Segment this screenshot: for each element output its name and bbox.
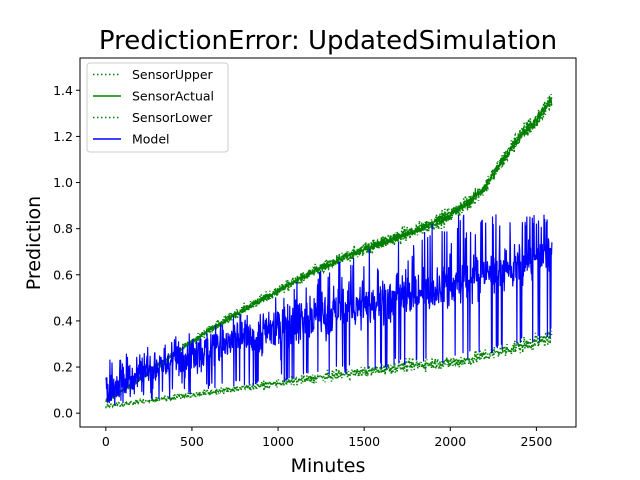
y-tick-label: 0.8: [53, 221, 73, 236]
y-tick-label: 0.4: [53, 313, 73, 328]
legend-entry: SensorActual: [132, 89, 214, 104]
y-tick-label: 1.4: [53, 83, 73, 98]
plot-frame: [79, 57, 577, 428]
series-model: [105, 214, 553, 406]
y-axis-label: Prediction: [23, 196, 45, 290]
x-tick-label: 500: [180, 434, 204, 449]
legend-entry: Model: [132, 132, 170, 147]
x-tick-label: 2500: [520, 434, 552, 449]
x-tick-label: 1500: [348, 434, 380, 449]
series-sensor-lower: [105, 330, 553, 410]
legend-entry: SensorUpper: [132, 67, 214, 82]
y-tick-label: 0.2: [53, 360, 73, 375]
y-tick-label: 1.2: [53, 129, 73, 144]
x-tick-label: 0: [102, 434, 110, 449]
legend-box: [86, 62, 229, 153]
y-tick-label: 1.0: [53, 175, 73, 190]
y-tick-label: 0.0: [53, 406, 73, 421]
chart-title: PredictionError: UpdatedSimulation: [99, 26, 557, 56]
series-layer: [105, 94, 553, 410]
x-axis: 0 500 1000 1500 2000 2500: [102, 427, 552, 449]
x-tick-label: 1000: [262, 434, 294, 449]
y-tick-label: 0.6: [53, 267, 73, 282]
legend-entry: SensorLower: [132, 110, 213, 125]
x-tick-label: 2000: [434, 434, 466, 449]
y-axis: 0.0 0.2 0.4 0.6 0.8 1.0 1.2 1.4: [53, 83, 80, 421]
x-axis-label: Minutes: [291, 455, 366, 477]
legend: SensorUpper SensorActual SensorLower Model: [86, 62, 229, 153]
